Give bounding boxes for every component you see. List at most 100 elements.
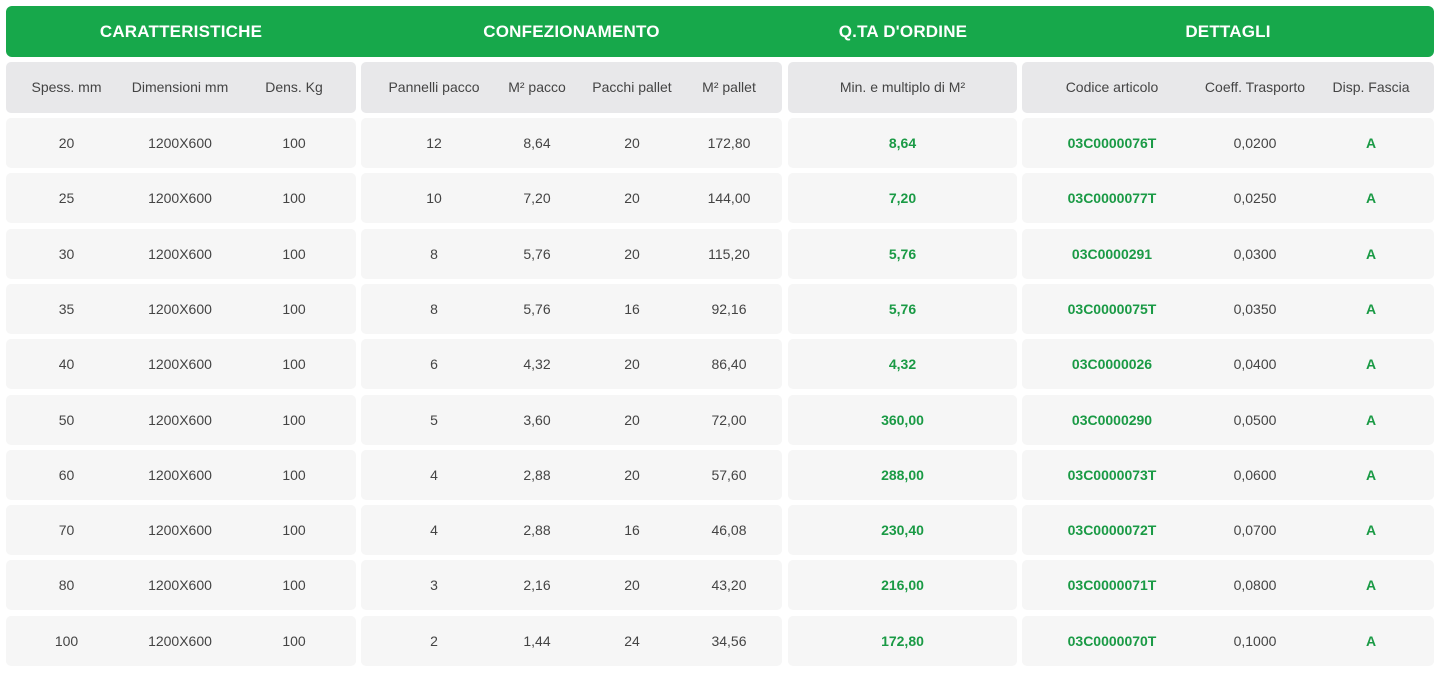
group-title-confezionamento: CONFEZIONAMENTO: [483, 22, 660, 41]
cell-disp: A: [1365, 412, 1377, 428]
row-panel: [788, 229, 1017, 279]
cell-m2-pacco: 2,88: [523, 467, 551, 483]
row-panel: [788, 560, 1017, 610]
row-panel: [788, 616, 1017, 666]
row-panel: [6, 229, 356, 279]
cell-codice: 03C0000073T: [1067, 467, 1157, 483]
cell-codice: 03C0000075T: [1067, 301, 1157, 317]
row-panel: [1022, 450, 1434, 500]
cell-pannelli: 4: [430, 467, 438, 483]
cell-coeff: 0,0400: [1233, 356, 1277, 372]
row-panel: [788, 339, 1017, 389]
cell-codice: 03C0000026: [1071, 356, 1153, 372]
cell-m2-pallet: 43,20: [711, 577, 747, 593]
cell-pacchi-pallet: 20: [624, 467, 640, 483]
cell-min-multiplo: 172,80: [881, 633, 924, 649]
cell-m2-pacco: 1,44: [523, 633, 551, 649]
cell-dens: 100: [282, 190, 306, 206]
cell-min-multiplo: 230,40: [881, 522, 924, 538]
cell-disp: A: [1365, 633, 1377, 649]
cell-codice: 03C0000290: [1071, 412, 1153, 428]
row-panel: [788, 505, 1017, 555]
row-panel: [6, 284, 356, 334]
cell-spess: 25: [58, 190, 75, 206]
cell-coeff: 0,0250: [1233, 190, 1277, 206]
subheader-caratteristiche: [6, 62, 356, 113]
cell-spess: 40: [58, 356, 75, 372]
row-panel: [788, 173, 1017, 223]
row-panel: [361, 118, 782, 168]
row-panel: [6, 505, 356, 555]
cell-disp: A: [1365, 356, 1377, 372]
cell-m2-pacco: 7,20: [523, 190, 551, 206]
row-panel: [1022, 284, 1434, 334]
row-panel: [361, 395, 782, 445]
cell-dens: 100: [282, 633, 306, 649]
cell-disp: A: [1365, 522, 1377, 538]
cell-min-multiplo: 5,76: [888, 301, 917, 317]
cell-dimensioni: 1200X600: [148, 577, 212, 593]
cell-m2-pallet: 46,08: [711, 522, 747, 538]
cell-pannelli: 8: [430, 246, 438, 262]
cell-dens: 100: [282, 522, 306, 538]
row-panel: [361, 505, 782, 555]
cell-dimensioni: 1200X600: [148, 633, 212, 649]
cell-dimensioni: 1200X600: [148, 356, 212, 372]
column-header-min-multiplo: Min. e multiplo di M²: [839, 79, 966, 95]
cell-coeff: 0,0500: [1233, 412, 1277, 428]
cell-codice: 03C0000077T: [1067, 190, 1157, 206]
cell-pannelli: 3: [430, 577, 438, 593]
cell-m2-pacco: 2,16: [523, 577, 551, 593]
cell-dens: 100: [282, 467, 306, 483]
row-panel: [6, 173, 356, 223]
group-title-qta-ordine: Q.TA D'ORDINE: [838, 22, 968, 41]
cell-pacchi-pallet: 16: [624, 301, 640, 317]
cell-dens: 100: [282, 301, 306, 317]
cell-codice: 03C0000291: [1071, 246, 1153, 262]
row-panel: [6, 450, 356, 500]
cell-spess: 50: [58, 412, 75, 428]
row-panel: [1022, 395, 1434, 445]
cell-disp: A: [1365, 467, 1377, 483]
cell-m2-pacco: 5,76: [523, 246, 551, 262]
cell-dimensioni: 1200X600: [148, 190, 212, 206]
row-panel: [361, 560, 782, 610]
cell-pannelli: 2: [430, 633, 438, 649]
cell-codice: 03C0000076T: [1067, 135, 1157, 151]
cell-m2-pallet: 144,00: [707, 190, 751, 206]
cell-m2-pallet: 172,80: [707, 135, 751, 151]
cell-pannelli: 12: [426, 135, 442, 151]
cell-min-multiplo: 4,32: [888, 356, 917, 372]
row-panel: [6, 395, 356, 445]
cell-coeff: 0,1000: [1233, 633, 1277, 649]
cell-dens: 100: [282, 356, 306, 372]
cell-spess: 60: [58, 467, 75, 483]
cell-codice: 03C0000071T: [1067, 577, 1157, 593]
cell-m2-pacco: 5,76: [523, 301, 551, 317]
row-panel: [361, 339, 782, 389]
cell-spess: 20: [58, 135, 75, 151]
column-header-m2-pacco: M² pacco: [508, 79, 566, 95]
cell-dimensioni: 1200X600: [148, 135, 212, 151]
cell-pannelli: 6: [430, 356, 438, 372]
cell-coeff: 0,0800: [1233, 577, 1277, 593]
column-header-spess: Spess. mm: [31, 79, 102, 95]
cell-dimensioni: 1200X600: [148, 467, 212, 483]
cell-coeff: 0,0300: [1233, 246, 1277, 262]
cell-pacchi-pallet: 20: [624, 412, 640, 428]
cell-disp: A: [1365, 301, 1377, 317]
cell-pacchi-pallet: 20: [624, 135, 640, 151]
row-panel: [788, 284, 1017, 334]
cell-disp: A: [1365, 190, 1377, 206]
cell-m2-pacco: 4,32: [523, 356, 551, 372]
row-panel: [361, 450, 782, 500]
column-header-dens: Dens. Kg: [265, 79, 323, 95]
cell-spess: 80: [58, 577, 75, 593]
group-header-bar: CARATTERISTICHE CONFEZIONAMENTO Q.TA D'O…: [6, 6, 1434, 57]
cell-m2-pallet: 34,56: [711, 633, 747, 649]
cell-m2-pallet: 86,40: [711, 356, 747, 372]
cell-dimensioni: 1200X600: [148, 246, 212, 262]
row-panel: [1022, 339, 1434, 389]
column-header-coeff: Coeff. Trasporto: [1204, 79, 1306, 95]
row-panel: [788, 118, 1017, 168]
